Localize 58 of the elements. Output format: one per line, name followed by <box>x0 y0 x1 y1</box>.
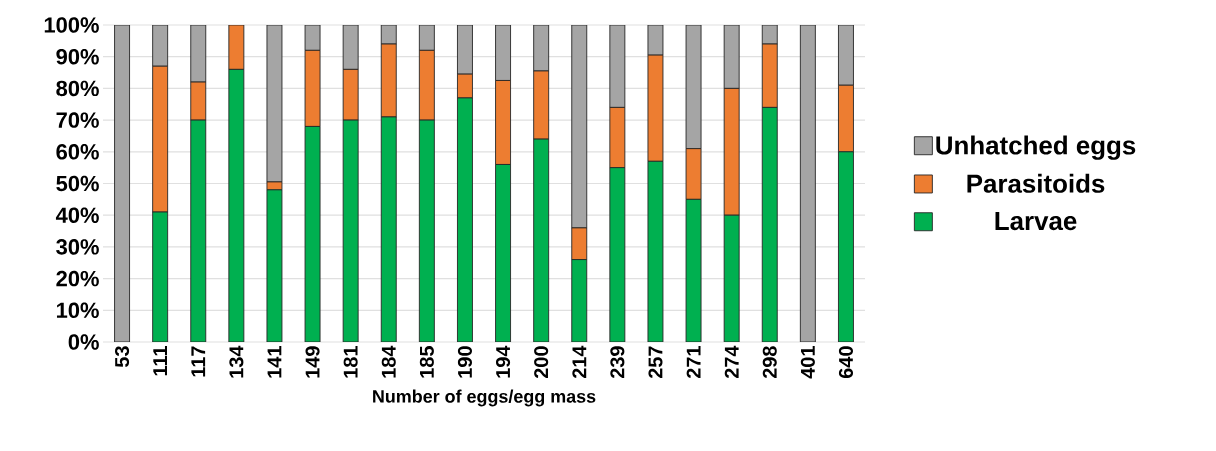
legend-label: Unhatched eggs <box>936 135 1136 160</box>
y-tick-label: 90% <box>56 48 99 65</box>
bar <box>152 65 169 213</box>
y-tick-label: 10% <box>56 302 99 319</box>
x-tick-label: 181 <box>343 346 358 378</box>
y-tick-label: 20% <box>56 270 99 287</box>
bar <box>761 106 778 342</box>
x-tick-label: 298 <box>762 346 777 379</box>
bar <box>342 119 359 342</box>
bar <box>190 119 207 342</box>
x-tick-label: 117 <box>191 346 206 377</box>
bar <box>380 43 397 118</box>
bar <box>418 119 435 342</box>
x-tick-label: 214 <box>572 345 587 379</box>
y-tick-label: 100% <box>44 17 99 33</box>
x-tick-label: 640 <box>838 346 853 379</box>
bar <box>838 151 854 342</box>
bar <box>533 138 550 342</box>
bar <box>457 97 473 342</box>
x-tick-label: 185 <box>419 346 434 378</box>
y-tick-label: 70% <box>56 112 99 128</box>
x-tick-label: 271 <box>686 346 701 379</box>
x-tick-label: 194 <box>496 345 511 378</box>
bar <box>761 43 778 108</box>
x-axis-title: Number of eggs/egg mass <box>373 389 596 407</box>
x-tick-label: 200 <box>534 346 549 379</box>
y-tick-label: 80% <box>56 80 99 97</box>
bar <box>342 68 359 121</box>
bar <box>799 25 816 342</box>
y-tick-label: 40% <box>55 207 99 223</box>
x-tick-label: 257 <box>648 346 663 379</box>
y-tick-label: 50% <box>56 175 99 192</box>
text: Larvae <box>995 212 1077 231</box>
x-tick-label: 190 <box>457 346 472 378</box>
x-tick-label: 141 <box>267 346 282 378</box>
bar <box>571 259 588 342</box>
x-tick-label: 274 <box>724 345 739 379</box>
legend-label: Parasitoids <box>967 173 1105 193</box>
y-tick-label: 0% <box>68 334 99 350</box>
bar <box>495 164 511 342</box>
x-tick-label: 239 <box>610 346 625 379</box>
bar <box>418 49 435 121</box>
x-tick-label: 134 <box>229 345 244 378</box>
x-tick-label: 401 <box>800 346 815 379</box>
x-tick-label: 53 <box>114 346 130 368</box>
bar <box>380 116 397 342</box>
y-tick-label: 60% <box>56 144 99 160</box>
bar <box>838 84 854 153</box>
bar <box>723 87 740 216</box>
bar <box>723 214 740 342</box>
x-tick-label: 184 <box>381 345 396 378</box>
bar <box>533 70 550 140</box>
y-tick-label: 30% <box>56 239 99 255</box>
bar <box>495 80 511 165</box>
x-tick-label: 111 <box>153 346 168 376</box>
bar <box>152 211 169 342</box>
bar <box>114 25 130 342</box>
x-tick-label: 149 <box>305 346 320 378</box>
